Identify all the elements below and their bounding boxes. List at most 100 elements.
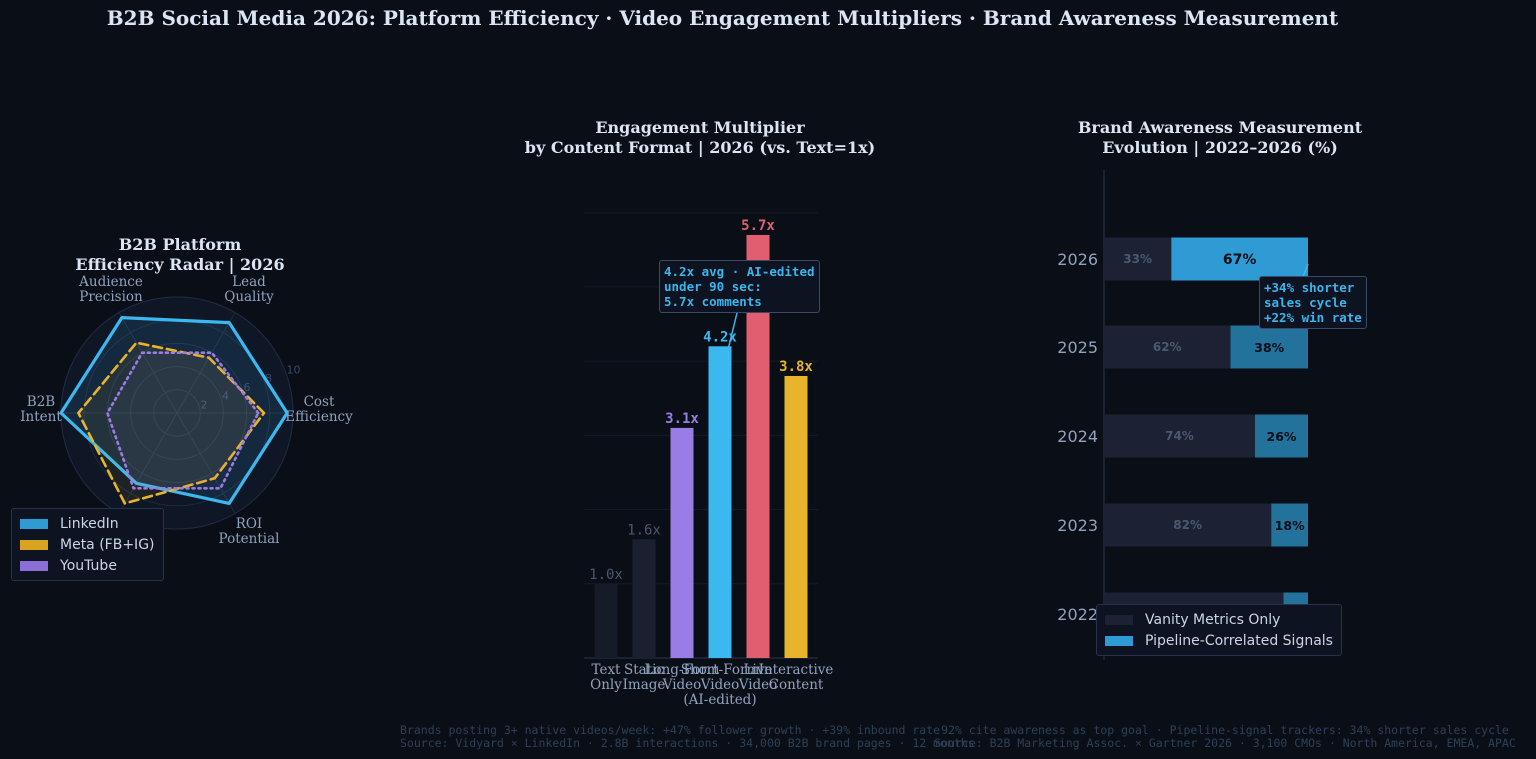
- bar-annotation: 4.2x avg · AI-edited under 90 sec: 5.7x …: [659, 260, 820, 313]
- bar-3: [708, 346, 732, 658]
- radar-legend: LinkedIn Meta (FB+IG) YouTube: [11, 508, 164, 581]
- bar-category-label-line: Video: [662, 677, 702, 693]
- radar-axis-label-1: Lead Quality: [224, 274, 274, 305]
- page-title: B2B Social Media 2026: Platform Efficien…: [106, 6, 1339, 30]
- hbar-category-label-0: 2026: [1057, 250, 1098, 269]
- hbar-vanity-0: [1104, 237, 1172, 281]
- legend-swatch-linkedin: [20, 518, 48, 529]
- radar-title-line2: Efficiency Radar | 2026: [75, 255, 285, 274]
- radar-axis-label-line: B2B: [27, 394, 56, 410]
- bar-2: [670, 427, 694, 658]
- radar-axis-label-line: Intent: [20, 409, 62, 425]
- hbar-category-label-3: 2023: [1057, 516, 1098, 535]
- hbar-pipeline-2: [1254, 414, 1308, 458]
- bar-4: [746, 234, 770, 658]
- hbar-pipeline-label-3: 18%: [1275, 518, 1305, 533]
- footer-left-line1: Brands posting 3+ native videos/week: +4…: [400, 723, 941, 737]
- bar-title: Engagement Multiplier by Content Format …: [480, 118, 920, 158]
- bar-0: [594, 583, 618, 658]
- bar-value-label-2: 3.1x: [665, 411, 699, 427]
- radar-axis-label-0: Cost Efficiency: [285, 394, 353, 425]
- hbar-vanity-label-3: 82%: [1173, 518, 1202, 532]
- bar-category-label-2: Long-Form Video: [644, 662, 719, 693]
- bar-value-label-0: 1.0x: [589, 567, 623, 583]
- bar-category-label-line: Live: [744, 662, 773, 678]
- bar-title-line1: Engagement Multiplier: [595, 118, 805, 137]
- bar-category-label-5: Interactive Content: [759, 662, 834, 693]
- radar-spoke-5: [176, 412, 236, 514]
- hbar-category-label-2: 2024: [1057, 427, 1098, 446]
- bar-5: [784, 375, 808, 658]
- hbar-vanity-label-2: 74%: [1165, 429, 1194, 443]
- bar-category-label-1: Static Image: [623, 662, 666, 693]
- radar-title: B2B Platform Efficiency Radar | 2026: [40, 235, 320, 275]
- radar-title-line1: B2B Platform: [118, 235, 242, 254]
- hbar-pipeline-label-0: 67%: [1223, 252, 1257, 268]
- radar-axis-label-5: ROI Potential: [219, 516, 280, 547]
- bar-category-label-line: Only: [590, 677, 622, 693]
- radar-axis-label-line: Potential: [219, 531, 280, 547]
- footer-left: Brands posting 3+ native videos/week: +4…: [400, 723, 975, 750]
- hbar-pipeline-0: [1171, 237, 1308, 281]
- legend-label-linkedin: LinkedIn: [60, 515, 119, 532]
- radar-axis-label-line: Efficiency: [285, 409, 353, 425]
- hbar-vanity-label-1: 62%: [1153, 340, 1182, 354]
- bar-category-label-line: Video: [738, 677, 778, 693]
- hbar-pipeline-1: [1230, 325, 1308, 369]
- hbar-pipeline-3: [1271, 503, 1308, 547]
- legend-item-youtube: YouTube: [20, 555, 155, 576]
- radar-axis-label-2: Audience Precision: [78, 274, 143, 305]
- radar-axis-label-line: Audience: [78, 274, 143, 290]
- hbar-annotation: +34% shorter sales cycle +22% win rate: [1259, 276, 1367, 329]
- hbar-title-line1: Brand Awareness Measurement: [1077, 118, 1363, 137]
- bar-1: [632, 539, 656, 658]
- bar-value-label-5: 3.8x: [779, 359, 813, 375]
- hbar-legend: Vanity Metrics Only Pipeline-Correlated …: [1096, 604, 1342, 656]
- bar-category-label-line: Short-Form: [681, 662, 760, 678]
- radar-axis-label-line: Lead: [232, 274, 266, 290]
- legend-label-meta: Meta (FB+IG): [60, 536, 155, 553]
- bar-annotation-arrow: [723, 312, 738, 367]
- bar-category-label-line: Static: [624, 662, 664, 678]
- bar-value-label-3: 4.2x: [703, 329, 737, 345]
- radar-axis-label-3: B2B Intent: [20, 394, 62, 425]
- hbar-vanity-2: [1104, 414, 1255, 458]
- bar-category-label-line: Long-Form: [644, 662, 719, 678]
- bar-category-label-line: Content: [769, 677, 824, 693]
- footer-right: 92% cite awareness as top goal · Pipelin…: [925, 724, 1525, 750]
- legend-item-linkedin: LinkedIn: [20, 513, 155, 534]
- radar-spoke-1: [176, 312, 236, 414]
- hbar-pipeline-label-1: 38%: [1254, 340, 1284, 355]
- hbar-vanity-1: [1104, 325, 1231, 369]
- bar-category-label-line: Text: [592, 662, 622, 678]
- bar-category-label-0: Text Only: [590, 662, 622, 693]
- radar-spoke-4: [118, 412, 178, 514]
- bar-value-label-4: 5.7x: [741, 218, 775, 234]
- legend-item-pipeline: Pipeline-Correlated Signals: [1105, 630, 1333, 651]
- hbar-category-label-4: 2022: [1057, 605, 1098, 624]
- radar-axis-label-line: Quality: [224, 289, 274, 305]
- legend-label-pipeline: Pipeline-Correlated Signals: [1145, 632, 1333, 649]
- footer-right-line2: Source: B2B Marketing Assoc. × Gartner 2…: [934, 736, 1516, 750]
- radar-tick-label-1: 4: [222, 390, 229, 403]
- legend-swatch-meta: [20, 539, 48, 550]
- legend-label-youtube: YouTube: [60, 557, 117, 574]
- radar-tick-label-0: 2: [201, 398, 208, 411]
- hbar-category-label-1: 2025: [1057, 338, 1098, 357]
- legend-item-vanity: Vanity Metrics Only: [1105, 609, 1333, 630]
- footer-right-line1: 92% cite awareness as top goal · Pipelin…: [941, 723, 1509, 737]
- radar-axis-label-line: Precision: [79, 289, 143, 305]
- legend-label-vanity: Vanity Metrics Only: [1145, 611, 1281, 628]
- bar-title-line2: by Content Format | 2026 (vs. Text=1x): [524, 138, 876, 157]
- bar-category-label-line: Interactive: [759, 662, 834, 678]
- radar-axis-label-line: ROI: [236, 516, 263, 532]
- legend-swatch-vanity: [1105, 614, 1133, 625]
- legend-swatch-youtube: [20, 560, 48, 571]
- hbar-pipeline-label-2: 26%: [1267, 429, 1297, 444]
- bar-value-label-1: 1.6x: [627, 522, 661, 538]
- hbar-vanity-label-0: 33%: [1123, 252, 1152, 266]
- radar-tick-label-3: 8: [265, 372, 272, 385]
- bar-category-label-line: (AI-edited): [683, 692, 756, 708]
